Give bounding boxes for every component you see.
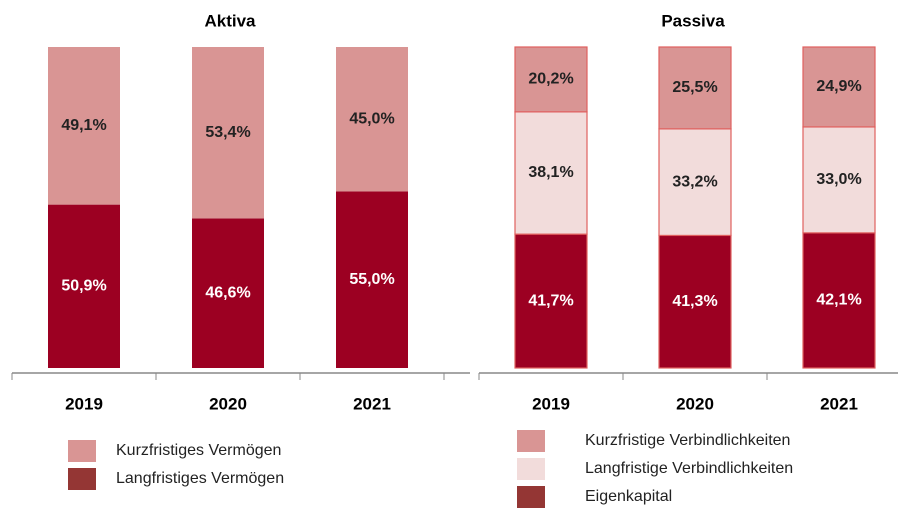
legend-label: Kurzfristiges Vermögen: [116, 442, 281, 459]
bar-segment: [48, 47, 120, 205]
value-label: 46,6%: [205, 284, 250, 301]
value-label: 24,9%: [816, 78, 861, 95]
legend-swatch: [517, 430, 545, 452]
value-label: 33,2%: [672, 173, 717, 190]
bar-segment: [192, 218, 264, 368]
value-label: 25,5%: [672, 79, 717, 96]
value-label: 42,1%: [816, 292, 861, 309]
value-label: 33,0%: [816, 171, 861, 188]
x-tick-label: 2021: [820, 394, 858, 413]
bar-segment: [336, 47, 408, 192]
x-tick-label: 2021: [353, 394, 391, 413]
bar-segment: [48, 204, 120, 368]
bar-segment: [514, 46, 588, 113]
bar-segment: [658, 46, 732, 130]
x-tick-label: 2019: [65, 394, 103, 413]
legend-swatch: [517, 458, 545, 480]
value-label: 53,4%: [205, 124, 250, 141]
legend-label: Kurzfristige Verbindlichkeiten: [585, 432, 790, 449]
bar-segment: [336, 191, 408, 368]
legend-label: Eigenkapital: [585, 488, 672, 505]
legend-label: Langfristige Verbindlichkeiten: [585, 460, 793, 477]
value-label: 38,1%: [528, 164, 573, 181]
value-label: 41,7%: [528, 292, 573, 309]
chart-title: Aktiva: [204, 11, 256, 30]
value-label: 49,1%: [61, 117, 106, 134]
legend-swatch: [68, 468, 96, 490]
x-tick-label: 2020: [676, 394, 714, 413]
x-tick-label: 2019: [532, 394, 570, 413]
x-tick-label: 2020: [209, 394, 247, 413]
chart-title: Passiva: [661, 11, 725, 30]
value-label: 55,0%: [349, 271, 394, 288]
bar-segment: [802, 46, 876, 128]
value-label: 41,3%: [672, 293, 717, 310]
value-label: 45,0%: [349, 110, 394, 127]
value-label: 50,9%: [61, 278, 106, 295]
legend-swatch: [68, 440, 96, 462]
bar-segment: [658, 128, 732, 237]
bar-segment: [802, 232, 876, 369]
bar-segment: [802, 126, 876, 234]
value-label: 20,2%: [528, 71, 573, 88]
legend-swatch: [517, 486, 545, 508]
bar-segment: [514, 111, 588, 235]
bar-segment: [658, 234, 732, 369]
bar-segment: [192, 47, 264, 219]
legend-label: Langfristiges Vermögen: [116, 470, 284, 487]
